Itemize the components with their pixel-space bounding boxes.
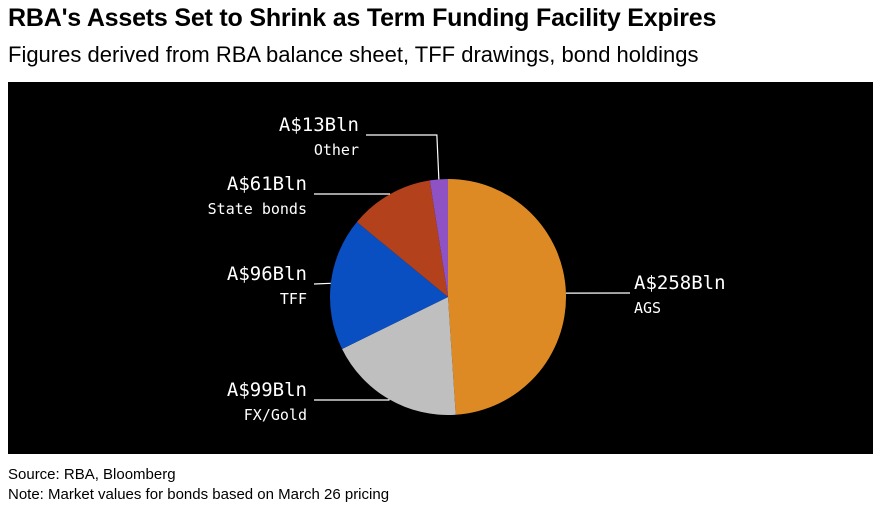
category-label-ags: AGS — [634, 299, 661, 317]
leader-line-tff — [313, 282, 331, 285]
pie-slice-fx-gold — [342, 297, 456, 415]
value-label-other: A$13Bln — [279, 114, 359, 136]
category-label-tff: TFF — [280, 290, 307, 308]
chart-subtitle: Figures derived from RBA balance sheet, … — [8, 42, 699, 67]
pie-slice-ags — [448, 179, 566, 415]
category-label-state-bonds: State bonds — [208, 200, 307, 218]
pie-chart: A$258Bln AGS A$99Bln FX/Gold A$96Bln TFF A$61B… — [208, 114, 726, 424]
chart-panel: A$258Bln AGS A$99Bln FX/Gold A$96Bln TFF A$61B… — [8, 82, 873, 454]
chart-title: RBA's Assets Set to Shrink as Term Fundi… — [8, 4, 717, 32]
value-label-tff: A$96Bln — [227, 263, 307, 285]
value-label-state-bonds: A$61Bln — [227, 173, 307, 195]
category-label-other: Other — [314, 141, 359, 159]
pie-slice-tff — [330, 222, 448, 349]
pie-slice-state-bonds — [356, 180, 448, 297]
source-note: Source: RBA, Bloomberg — [8, 466, 176, 483]
leader-line-fx-gold — [314, 399, 390, 401]
pie-slice-other — [429, 179, 448, 297]
footnote: Note: Market values for bonds based on M… — [8, 486, 390, 503]
value-label-ags: A$258Bln — [634, 272, 726, 294]
leader-line-state-bonds — [314, 193, 391, 195]
leader-line-other — [366, 134, 440, 180]
category-label-fx-gold: FX/Gold — [244, 406, 307, 424]
value-label-fx-gold: A$99Bln — [227, 379, 307, 401]
